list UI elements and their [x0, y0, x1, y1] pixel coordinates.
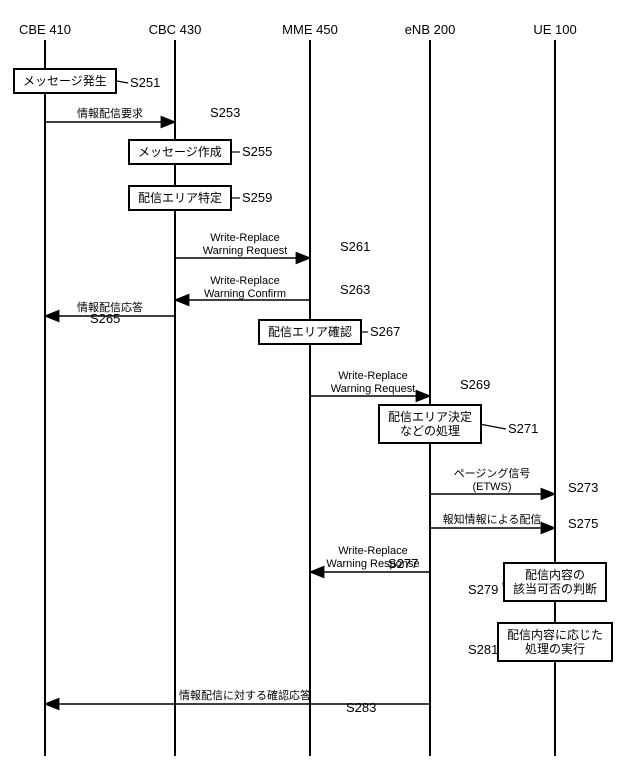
node-n271: 配信エリア決定などの処理	[378, 404, 482, 445]
node-n267: 配信エリア確認	[258, 319, 362, 345]
lifeline-enb	[429, 40, 431, 756]
step-S263: S263	[340, 282, 370, 297]
step-S283: S283	[346, 700, 376, 715]
step-S273: S273	[568, 480, 598, 495]
msg-0: 情報配信要求	[77, 108, 143, 121]
msg-6: 報知情報による配信	[443, 514, 542, 527]
step-S275: S275	[568, 516, 598, 531]
lifeline-mme	[309, 40, 311, 756]
step-S271: S271	[508, 421, 538, 436]
actor-cbc: CBC 430	[149, 22, 202, 37]
msg-4: Write-ReplaceWarning Request	[331, 370, 416, 395]
actor-mme: MME 450	[282, 22, 338, 37]
msg-1: Write-ReplaceWarning Request	[203, 232, 288, 257]
step-S253: S253	[210, 105, 240, 120]
msg-8: 情報配信に対する確認応答	[179, 690, 311, 703]
actor-enb: eNB 200	[405, 22, 456, 37]
step-S259: S259	[242, 190, 272, 205]
node-n279: 配信内容の該当可否の判断	[503, 562, 607, 603]
step-S267: S267	[370, 324, 400, 339]
node-n251: メッセージ発生	[13, 68, 117, 94]
step-S255: S255	[242, 144, 272, 159]
lifeline-cbe	[44, 40, 46, 756]
step-S261: S261	[340, 239, 370, 254]
node-n259: 配信エリア特定	[128, 185, 232, 211]
msg-2: Write-ReplaceWarning Confirm	[204, 275, 286, 300]
node-n281: 配信内容に応じた処理の実行	[497, 622, 613, 663]
step-S269: S269	[460, 377, 490, 392]
actor-ue: UE 100	[533, 22, 576, 37]
msg-3: 情報配信応答	[77, 302, 143, 315]
msg-7: Write-ReplaceWarning Response	[326, 545, 419, 570]
actor-cbe: CBE 410	[19, 22, 71, 37]
step-S279: S279	[468, 582, 498, 597]
step-S251: S251	[130, 75, 160, 90]
step-S281: S281	[468, 642, 498, 657]
node-n255: メッセージ作成	[128, 139, 232, 165]
msg-5: ページング信号(ETWS)	[454, 468, 531, 493]
